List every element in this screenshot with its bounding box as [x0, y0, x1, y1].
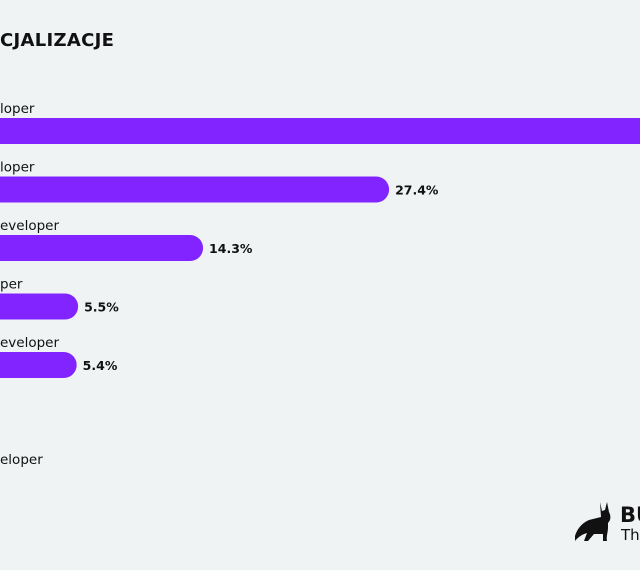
category-label: per — [0, 277, 23, 293]
bulldog-logo-icon — [575, 502, 611, 541]
category-label: loper — [0, 101, 35, 117]
value-label: 14.3% — [209, 241, 253, 256]
category-label: eveloper — [0, 218, 59, 234]
brand-name: BU — [620, 503, 640, 527]
value-label: 5.5% — [84, 300, 119, 315]
value-label: 27.4% — [395, 183, 439, 198]
value-label: 5.4% — [83, 358, 118, 373]
bar — [0, 118, 640, 144]
bar — [0, 293, 79, 320]
bar — [0, 235, 204, 261]
bar — [0, 176, 390, 203]
chart-title: CJALIZACJE — [0, 30, 115, 51]
category-label: loper — [0, 160, 35, 176]
bar — [0, 352, 77, 378]
category-label: eveloper — [0, 335, 59, 351]
brand-tagline: Th — [621, 526, 640, 544]
category-label: eloper — [0, 452, 43, 468]
